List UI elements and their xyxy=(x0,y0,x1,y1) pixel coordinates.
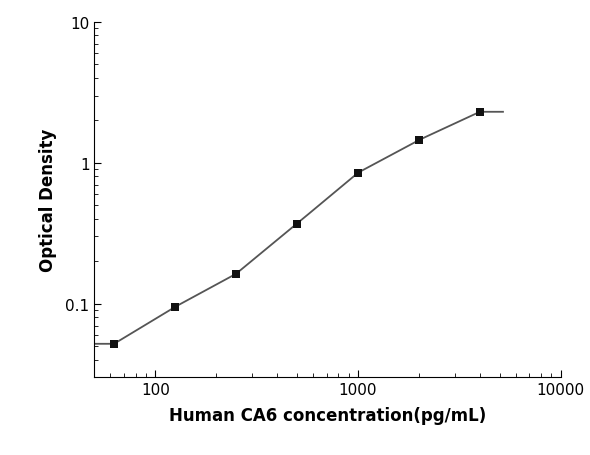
Point xyxy=(353,170,363,177)
Point xyxy=(414,137,424,144)
Point xyxy=(171,303,180,311)
X-axis label: Human CA6 concentration(pg/mL): Human CA6 concentration(pg/mL) xyxy=(169,406,486,424)
Point xyxy=(109,340,119,348)
Point xyxy=(231,271,241,278)
Point xyxy=(475,109,484,116)
Point xyxy=(292,221,301,228)
Y-axis label: Optical Density: Optical Density xyxy=(39,129,57,272)
